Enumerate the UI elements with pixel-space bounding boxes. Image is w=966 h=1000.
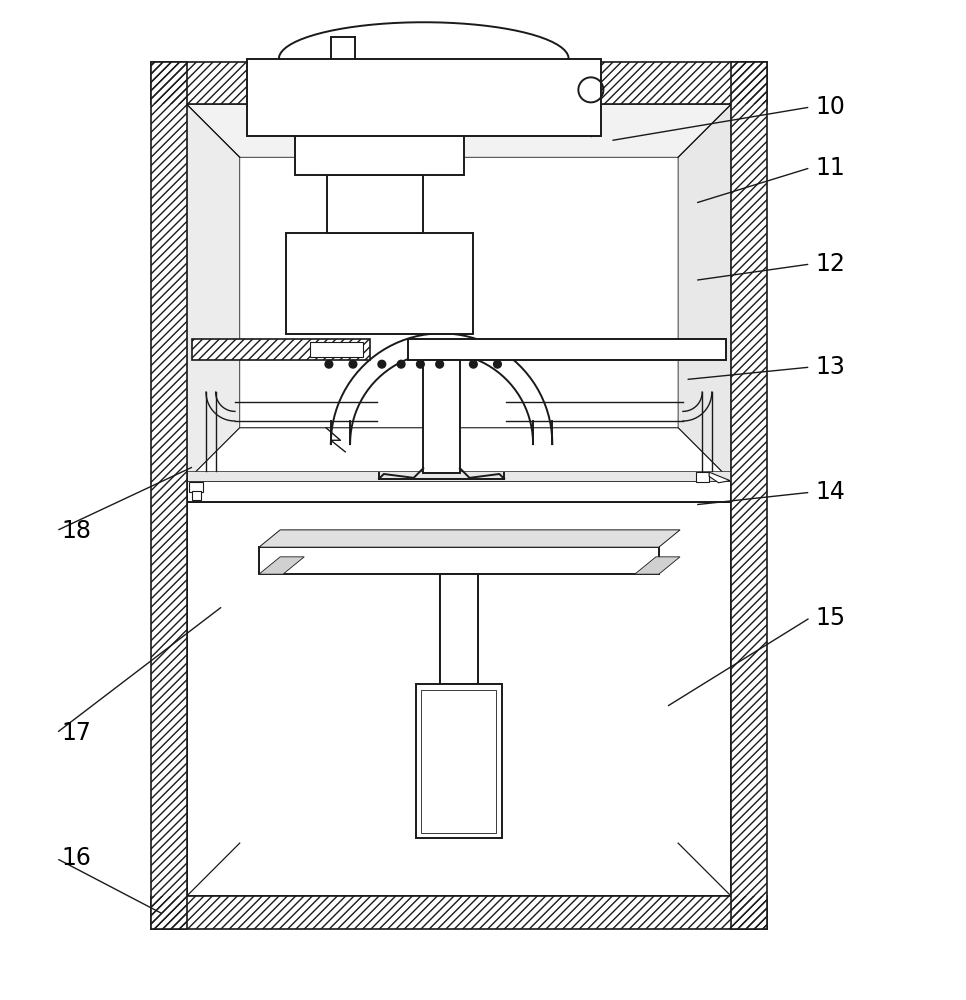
Text: 17: 17 <box>61 721 91 745</box>
Bar <box>296 103 464 175</box>
Bar <box>186 471 731 481</box>
Polygon shape <box>709 472 730 483</box>
Polygon shape <box>186 104 240 481</box>
Bar <box>189 482 203 492</box>
Polygon shape <box>259 557 304 574</box>
Polygon shape <box>186 104 731 157</box>
Bar <box>191 339 370 360</box>
Bar <box>191 339 370 360</box>
Circle shape <box>469 360 477 368</box>
Circle shape <box>349 360 356 368</box>
Circle shape <box>436 360 443 368</box>
Circle shape <box>397 360 405 368</box>
Polygon shape <box>259 530 680 547</box>
Bar <box>186 481 731 502</box>
Bar <box>259 547 659 574</box>
Bar <box>151 62 767 104</box>
Circle shape <box>325 360 332 368</box>
Circle shape <box>378 360 385 368</box>
Text: 10: 10 <box>815 95 845 119</box>
Bar <box>186 502 731 896</box>
Bar <box>310 342 363 357</box>
Polygon shape <box>678 104 731 481</box>
Bar <box>696 472 709 482</box>
Polygon shape <box>186 454 731 502</box>
Bar <box>151 896 767 929</box>
Bar <box>415 684 502 838</box>
Circle shape <box>494 360 501 368</box>
Polygon shape <box>186 428 731 481</box>
Text: 18: 18 <box>61 519 91 543</box>
Text: 14: 14 <box>815 480 845 504</box>
Bar <box>327 175 423 233</box>
Bar <box>151 62 186 929</box>
Bar <box>247 59 601 136</box>
Bar <box>440 574 478 814</box>
Polygon shape <box>186 454 240 896</box>
Circle shape <box>416 360 424 368</box>
Text: 11: 11 <box>815 156 845 180</box>
Bar <box>409 339 726 360</box>
Text: 13: 13 <box>815 355 845 379</box>
Polygon shape <box>186 853 731 896</box>
Bar <box>192 491 201 500</box>
Bar <box>731 62 767 929</box>
Bar <box>151 62 186 929</box>
Polygon shape <box>678 454 731 896</box>
Bar <box>151 62 767 104</box>
Bar <box>151 896 767 929</box>
Bar <box>731 62 767 929</box>
Bar <box>440 574 478 684</box>
Polygon shape <box>635 557 680 574</box>
Text: 12: 12 <box>815 252 845 276</box>
Bar <box>421 690 497 833</box>
Bar <box>423 360 460 473</box>
Text: 15: 15 <box>815 606 845 630</box>
Text: 16: 16 <box>61 846 91 870</box>
Bar <box>286 233 473 334</box>
